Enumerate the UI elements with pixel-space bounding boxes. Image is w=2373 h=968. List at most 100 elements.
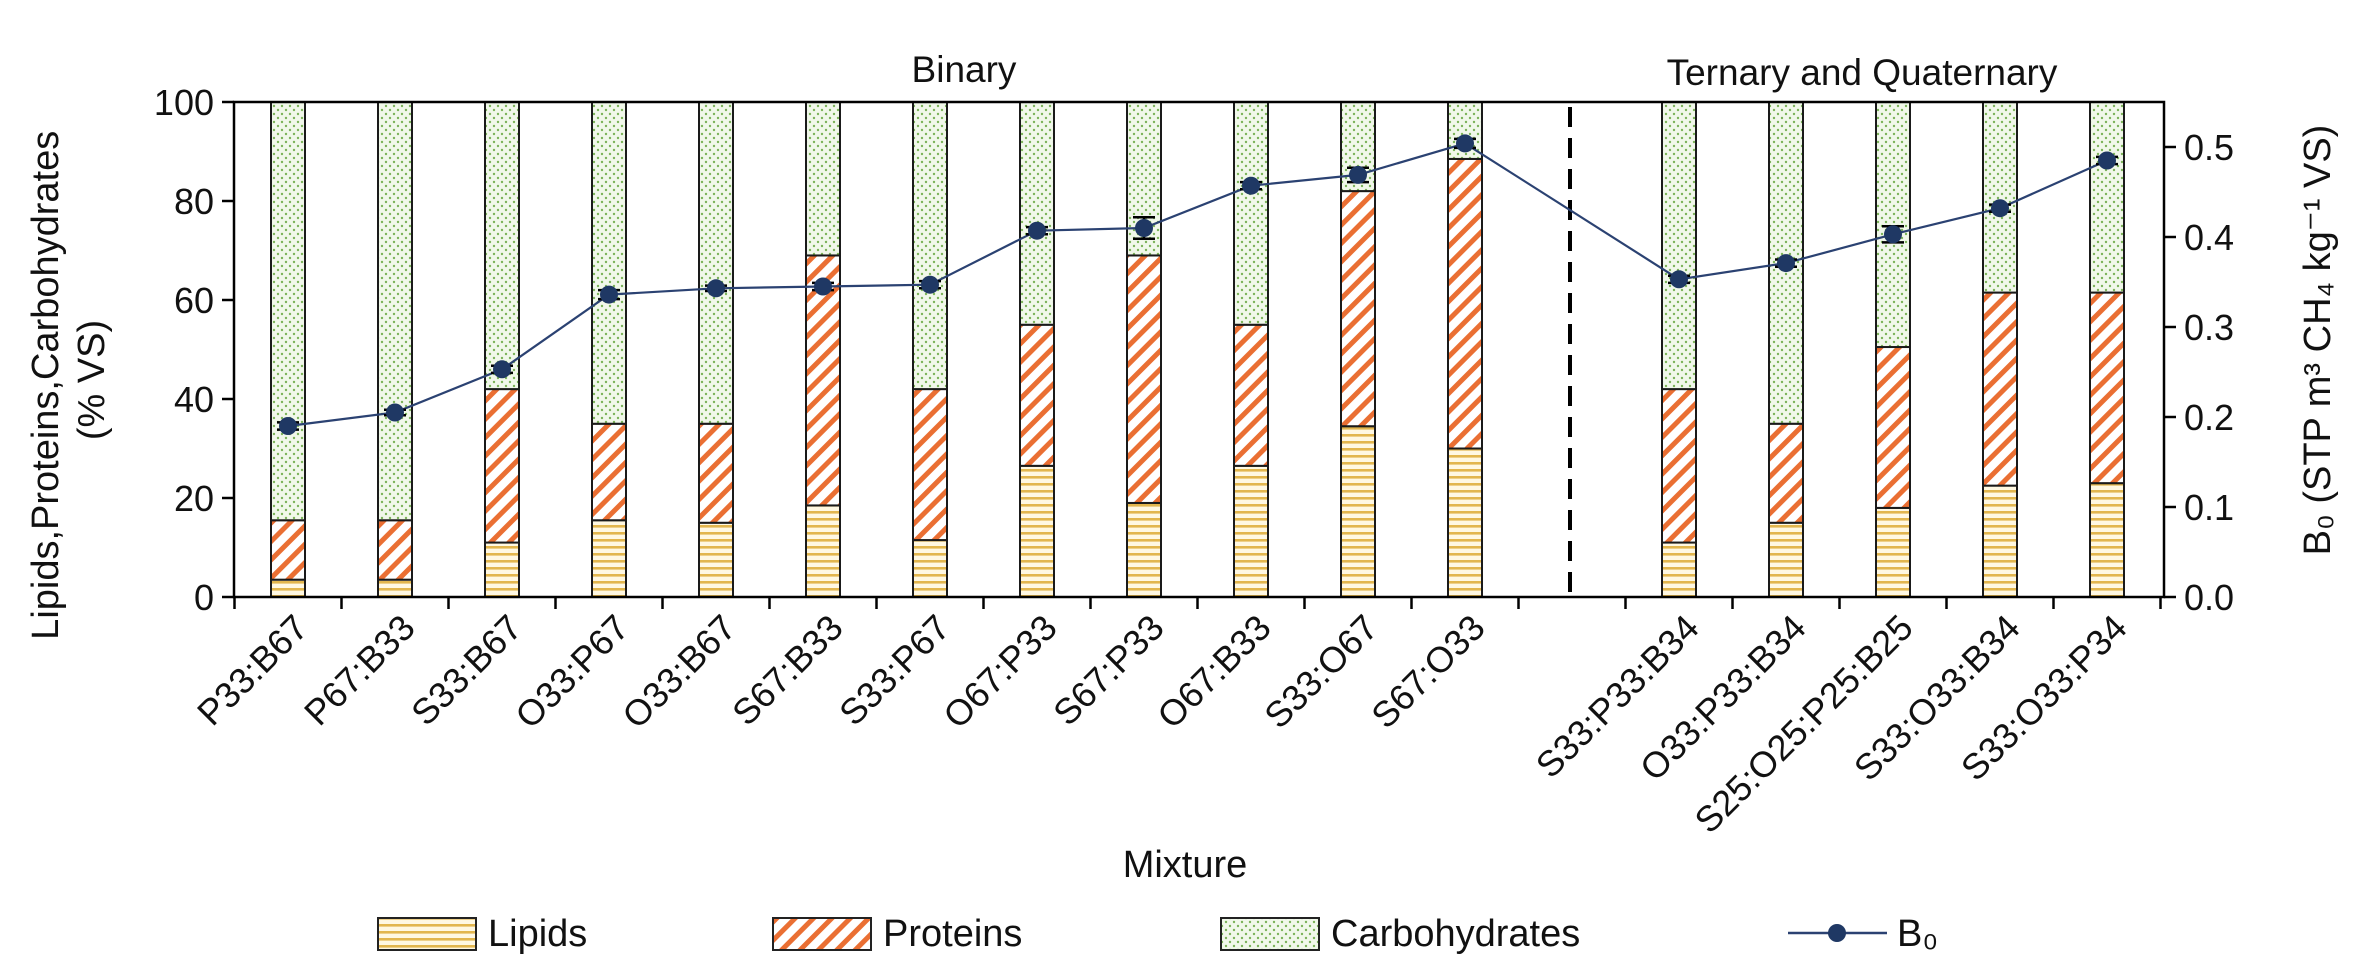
bar-carbohydrates-14 [1875, 101, 1911, 349]
bar-lipids-13 [1768, 521, 1804, 598]
b0-point-11 [1456, 134, 1474, 153]
bar-carbohydrates-16 [2089, 101, 2125, 294]
bar-lipids-16 [2089, 482, 2125, 598]
right-tick-label-5: 0.5 [2184, 127, 2234, 168]
plot-area [270, 101, 2125, 599]
b0-point-12 [1670, 270, 1688, 289]
bar-proteins-10 [1340, 190, 1376, 428]
left-tick-label-1: 20 [174, 478, 214, 519]
bar-carbohydrates-15 [1982, 101, 2018, 294]
bar-carbohydrates-7 [1019, 101, 1055, 326]
legend-swatch-lipids [377, 917, 477, 951]
bar-lipids-9 [1233, 464, 1269, 599]
bar-proteins-13 [1768, 422, 1804, 524]
bar-carbohydrates-6 [912, 101, 948, 391]
legend-label-proteins: Proteins [883, 913, 1022, 955]
bar-lipids-15 [1982, 484, 2018, 598]
right-tick-label-4: 0.4 [2184, 217, 2234, 258]
bar-proteins-0 [270, 519, 306, 581]
legend-item-carbohydrates: Carbohydrates [1220, 913, 1580, 955]
b0-point-6 [921, 275, 939, 294]
bar-carbohydrates-0 [270, 101, 306, 522]
bar-proteins-11 [1447, 157, 1483, 450]
bar-proteins-4 [698, 422, 734, 524]
bar-lipids-14 [1875, 506, 1911, 598]
bar-carbohydrates-4 [698, 101, 734, 425]
bar-lipids-2 [484, 541, 520, 598]
b0-point-15 [1991, 199, 2009, 218]
left-tick-label-4: 80 [174, 181, 214, 222]
bar-carbohydrates-2 [484, 101, 520, 391]
bar-carbohydrates-5 [805, 101, 841, 257]
bar-lipids-0 [270, 578, 306, 598]
bar-proteins-3 [591, 422, 627, 522]
category-label-9: O67:B33 [1149, 607, 1278, 736]
category-label-11: S67:O33 [1363, 607, 1492, 736]
b0-point-10 [1349, 165, 1367, 184]
bar-proteins-12 [1661, 388, 1697, 544]
bar-proteins-2 [484, 388, 520, 544]
bar-proteins-7 [1019, 323, 1055, 467]
plot-frame [232, 100, 2166, 599]
b0-point-8 [1135, 219, 1153, 237]
b0-point-5 [814, 277, 832, 296]
legend-item-b0: B₀ [1788, 913, 1938, 955]
left-tick-label-5: 100 [154, 82, 214, 123]
b0-point-0 [279, 417, 297, 435]
legend-item-proteins: Proteins [772, 913, 1022, 955]
left-tick-label-2: 40 [174, 379, 214, 420]
bar-lipids-8 [1126, 501, 1162, 599]
bar-carbohydrates-1 [377, 101, 413, 522]
bar-proteins-16 [2089, 291, 2125, 485]
bar-proteins-6 [912, 388, 948, 542]
category-label-1: P67:B33 [296, 607, 423, 734]
group-label-ternary: Ternary and Quaternary [1667, 52, 2058, 93]
b0-point-4 [707, 279, 725, 298]
bar-proteins-14 [1875, 346, 1911, 509]
legend-marker-b0 [1828, 924, 1846, 942]
axes: 0 20 40 60 80 100 0.0 0.1 0.2 0.3 0.4 0.5 P33:B67P67… [154, 82, 2234, 841]
bar-lipids-12 [1661, 541, 1697, 598]
b0-point-7 [1028, 221, 1046, 240]
category-label-7: O67:P33 [935, 607, 1064, 736]
category-label-3: O33:P67 [507, 607, 636, 736]
bar-lipids-5 [805, 504, 841, 598]
bar-proteins-9 [1233, 323, 1269, 467]
right-tick-label-0: 0.0 [2184, 577, 2234, 618]
category-label-4: O33:B67 [614, 607, 743, 736]
b0-point-16 [2098, 151, 2116, 170]
bar-proteins-8 [1126, 254, 1162, 504]
left-tick-label-3: 60 [174, 280, 214, 321]
bar-lipids-4 [698, 521, 734, 598]
bar-proteins-15 [1982, 291, 2018, 487]
bar-lipids-11 [1447, 447, 1483, 598]
x-axis-title: Mixture [1123, 844, 1248, 886]
legend-label-carbohydrates: Carbohydrates [1331, 913, 1580, 955]
b0-point-9 [1242, 176, 1260, 195]
bar-lipids-7 [1019, 464, 1055, 599]
bar-carbohydrates-9 [1233, 101, 1269, 326]
category-label-2: S33:B67 [403, 607, 530, 734]
legend-swatch-proteins [772, 917, 872, 951]
right-tick-label-1: 0.1 [2184, 487, 2234, 528]
bar-lipids-3 [591, 519, 627, 599]
category-label-5: S67:B33 [724, 607, 851, 734]
bar-carbohydrates-3 [591, 101, 627, 425]
bar-lipids-6 [912, 539, 948, 599]
category-label-0: P33:B67 [189, 607, 316, 734]
right-tick-label-2: 0.2 [2184, 397, 2234, 438]
y-axis-title-left: Lipids,Proteins,Carbohydrates (% VS) [25, 120, 113, 640]
legend: Lipids Proteins Carbohydrates B₀ [377, 913, 1938, 955]
b0-line [287, 142, 2108, 428]
right-tick-label-3: 0.3 [2184, 307, 2234, 348]
legend-label-lipids: Lipids [488, 913, 587, 955]
legend-label-b0: B₀ [1897, 913, 1938, 955]
y-axis-title-right: B₀ (STP m³ CH₄ kg⁻¹ VS) [2297, 125, 2339, 556]
group-label-binary: Binary [912, 49, 1017, 90]
bar-proteins-5 [805, 254, 841, 507]
legend-item-lipids: Lipids [377, 913, 587, 955]
category-label-8: S67:P33 [1045, 607, 1172, 734]
b0-point-14 [1884, 225, 1902, 244]
b0-point-3 [600, 285, 618, 304]
